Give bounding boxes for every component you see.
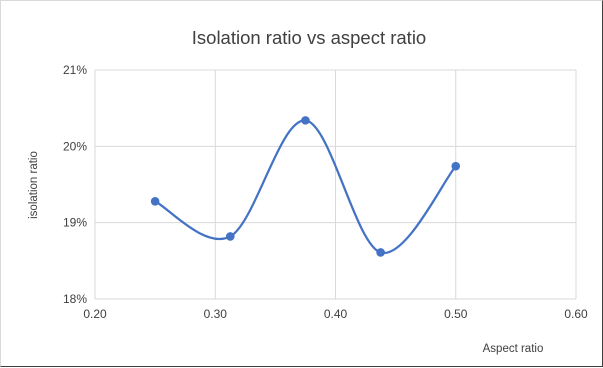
data-point	[451, 161, 461, 171]
series-line	[154, 119, 457, 254]
x-axis-ticks: 0.20 0.30 0.40 0.50 0.60	[83, 307, 588, 321]
data-point	[150, 196, 160, 206]
data-point	[376, 248, 385, 257]
x-tick-label: 0.30	[204, 307, 228, 321]
y-tick-label: 21%	[63, 63, 87, 77]
y-tick-label: 20%	[63, 139, 87, 153]
x-tick-label: 0.20	[83, 307, 107, 321]
series-group	[150, 116, 461, 257]
y-axis-label: isolation ratio	[28, 151, 40, 219]
y-tick-label: 18%	[63, 292, 87, 306]
x-tick-label: 0.60	[564, 307, 588, 321]
data-point	[301, 116, 310, 125]
x-tick-label: 0.50	[444, 307, 468, 321]
y-tick-label: 19%	[63, 216, 87, 230]
y-axis-ticks: 18% 19% 20% 21%	[63, 63, 87, 306]
data-point	[225, 232, 235, 241]
gridlines	[94, 69, 577, 300]
x-axis-label: Aspect ratio	[483, 343, 544, 355]
chart-title: Isolation ratio vs aspect ratio	[192, 27, 426, 48]
x-tick-label: 0.40	[324, 307, 348, 321]
